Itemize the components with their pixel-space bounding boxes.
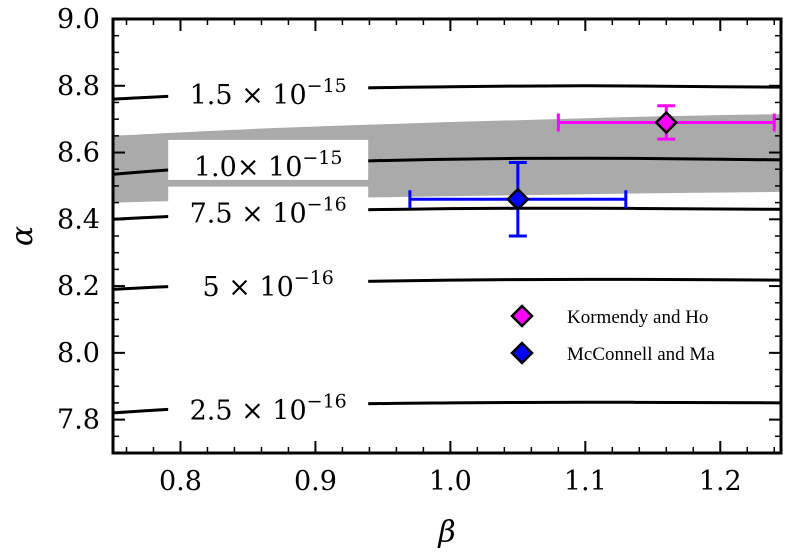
x-tick-label: 1.2 (699, 466, 742, 497)
x-tick-label: 0.9 (294, 466, 337, 497)
y-axis-title: α (5, 226, 40, 246)
y-tick-label: 9.0 (57, 4, 100, 35)
legend: Kormendy and Ho McConnell and Ma (510, 304, 715, 365)
legend-marker (510, 341, 534, 365)
legend-marker (510, 304, 534, 328)
data-points-layer (408, 104, 776, 238)
contour-label-gap-4 (168, 260, 369, 301)
y-tick-label: 8.8 (57, 71, 100, 102)
contour-label-2: 1.0× 10−15 (194, 147, 343, 183)
contour-lines-layer (113, 84, 781, 415)
contour-label-5: 2.5 × 10−16 (190, 391, 347, 427)
legend-label: McConnell and Ma (567, 344, 715, 365)
y-tick-label: 8.0 (57, 338, 100, 369)
contour-label-gap-2 (168, 139, 369, 180)
legend-label: Kormendy and Ho (567, 307, 708, 328)
contour-label-gap-1 (168, 68, 369, 109)
contour-label-3: 7.5 × 10−16 (190, 194, 347, 230)
diamond-marker (506, 187, 530, 212)
y-tick-label: 8.6 (57, 138, 100, 169)
axes-layer: 0.8 0.9 1.0 1.1 1.2 7.8 8.0 8.2 8.4 8.6 8.8 9.0 (57, 4, 783, 497)
data-point-2 (408, 161, 628, 238)
x-tick-label: 1.1 (564, 466, 607, 497)
data-point-1 (556, 104, 776, 141)
diamond-marker (654, 110, 679, 135)
y-tick-label: 7.8 (57, 405, 100, 436)
x-tick-label: 1.0 (429, 466, 472, 497)
contour-label-1: 1.5 × 10−15 (190, 75, 347, 111)
contour-label-gap-5 (168, 383, 369, 424)
y-tick-label: 8.4 (57, 204, 100, 235)
legend-entry-1: Kormendy and Ho (510, 304, 708, 328)
contour-label-4: 5 × 10−16 (202, 267, 333, 303)
x-axis-title: β (437, 515, 455, 550)
contour-label-gap-3 (168, 186, 369, 227)
legend-entry-2: McConnell and Ma (510, 341, 715, 365)
x-tick-label: 0.8 (159, 466, 202, 497)
y-tick-label: 8.2 (57, 271, 100, 302)
contour-labels-layer: 1.5 × 10−15 1.0× 10−15 7.5 × 10−16 5 × 10−1… (168, 68, 369, 427)
